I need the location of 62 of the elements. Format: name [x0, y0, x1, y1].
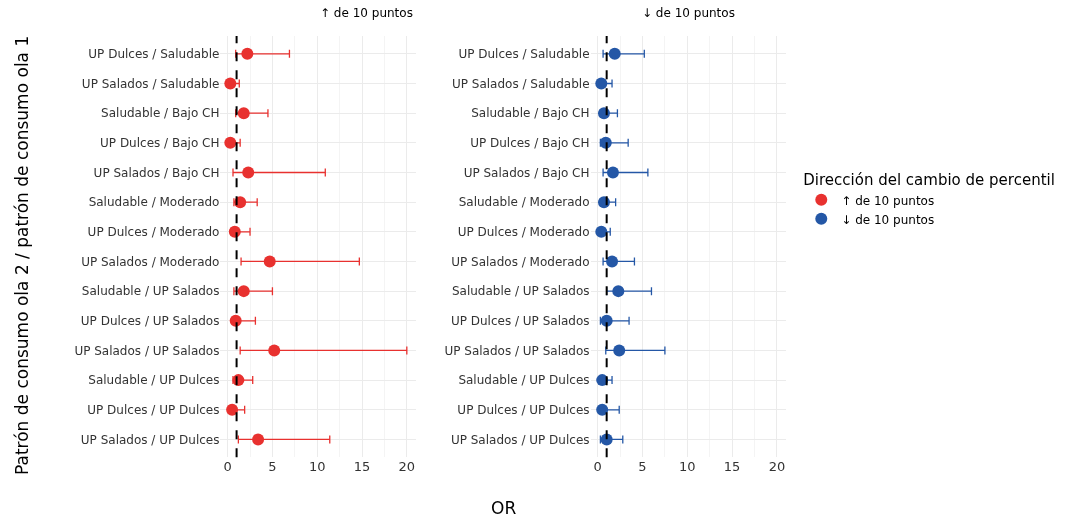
legend-label: ↑ de 10 puntos	[841, 193, 935, 208]
y-tick-label: Saludable / UP Dulces	[458, 373, 590, 388]
legend-label: ↓ de 10 puntos	[841, 212, 935, 227]
y-tick-label: UP Salados / Moderado	[81, 254, 220, 269]
point	[608, 47, 621, 60]
y-tick-label: UP Dulces / Bajo CH	[100, 136, 220, 151]
x-tick-label: 0	[593, 459, 602, 475]
y-tick-label: UP Dulces / UP Salados	[80, 313, 220, 328]
point	[242, 166, 255, 179]
point	[595, 77, 608, 90]
x-tick-label: 0	[223, 459, 232, 475]
y-tick-label: UP Salados / Moderado	[451, 254, 590, 269]
y-tick-label: UP Dulces / Moderado	[87, 225, 220, 240]
y-tick-label: UP Dulces / Saludable	[458, 47, 590, 62]
y-tick-label: UP Dulces / Moderado	[457, 225, 590, 240]
y-tick-label: UP Dulces / Bajo CH	[470, 136, 590, 151]
x-tick-label: 10	[679, 459, 696, 475]
x-tick-label: 15	[723, 459, 741, 475]
y-tick-label: UP Salados / UP Dulces	[450, 432, 590, 447]
point	[224, 136, 237, 149]
point	[241, 47, 254, 60]
point	[237, 107, 250, 120]
x-axis-title: OR	[491, 498, 517, 518]
legend-title: Dirección del cambio de percentil	[803, 171, 1055, 190]
y-tick-label: Saludable / Bajo CH	[101, 106, 220, 121]
point	[613, 344, 626, 357]
point	[229, 314, 242, 327]
y-tick-label: Saludable / UP Salados	[451, 284, 590, 299]
y-tick-label: UP Salados / Bajo CH	[463, 165, 590, 180]
y-tick-label: UP Dulces / UP Dulces	[457, 402, 590, 417]
x-tick-label: 5	[638, 459, 647, 475]
point	[612, 285, 625, 298]
point	[252, 433, 265, 446]
y-tick-label: UP Salados / Bajo CH	[93, 165, 220, 180]
y-tick-label: UP Dulces / UP Dulces	[87, 402, 220, 417]
y-tick-label: Saludable / UP Salados	[81, 284, 220, 299]
x-tick-label: 15	[353, 459, 371, 475]
y-tick-label: Saludable / Bajo CH	[471, 106, 590, 121]
x-tick-label: 20	[768, 459, 786, 475]
y-tick-label: UP Salados / UP Dulces	[80, 432, 220, 447]
y-axis-title: Patrón de consumo ola 2 / patrón de consumo ola 1	[12, 35, 32, 475]
point	[226, 403, 239, 416]
point	[263, 255, 276, 268]
y-tick-label: UP Salados / UP Salados	[444, 343, 590, 358]
x-tick-label: 5	[268, 459, 277, 475]
point	[268, 344, 281, 357]
y-tick-label: UP Salados / UP Salados	[74, 343, 220, 358]
x-tick-label: 20	[398, 459, 416, 475]
y-tick-label: UP Dulces / UP Salados	[450, 313, 590, 328]
x-tick-label: 10	[308, 459, 326, 475]
point	[237, 285, 250, 298]
chart-title: ↑ de 10 puntos	[320, 6, 413, 20]
y-tick-label: Saludable / Moderado	[458, 195, 590, 210]
point	[606, 255, 619, 268]
y-tick-label: UP Dulces / Saludable	[88, 47, 220, 62]
y-tick-label: UP Salados / Saludable	[451, 76, 590, 91]
y-tick-label: Saludable / UP Dulces	[88, 373, 220, 388]
y-tick-label: UP Salados / Saludable	[81, 76, 220, 91]
point	[606, 166, 619, 179]
y-tick-label: Saludable / Moderado	[88, 195, 220, 210]
chart-title: ↓ de 10 puntos	[642, 6, 735, 20]
point	[596, 403, 609, 416]
